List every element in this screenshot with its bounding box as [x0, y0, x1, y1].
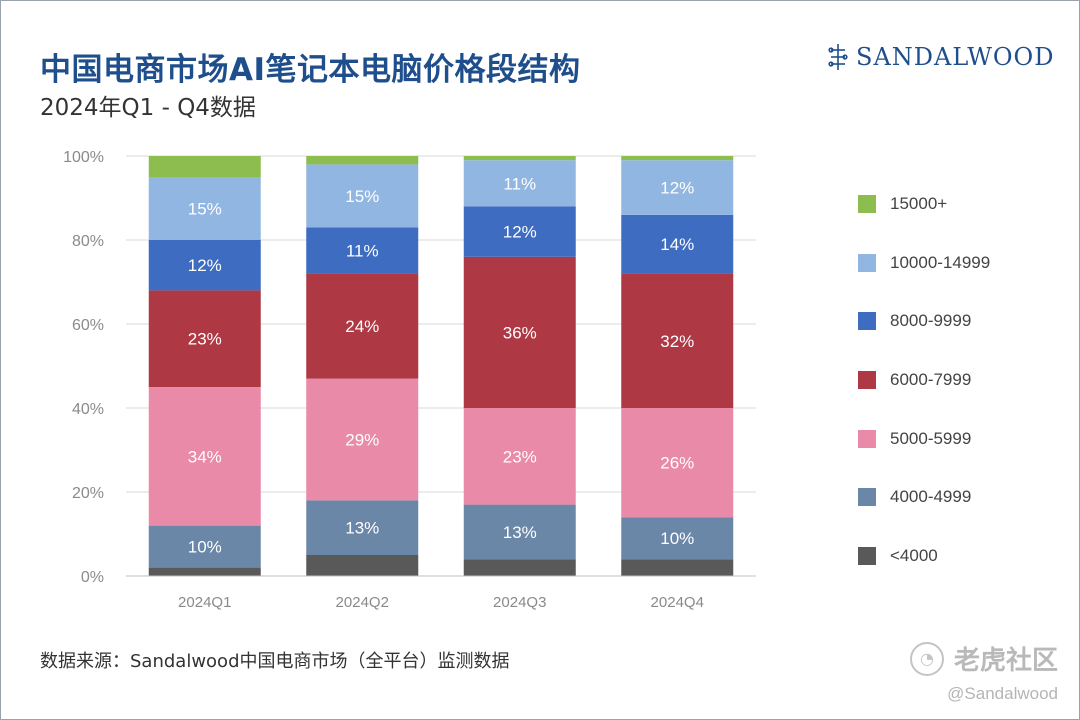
watermark: ◔ 老虎社区	[909, 640, 1058, 677]
data-label: 36%	[503, 323, 537, 342]
watermark-handle: @Sandalwood	[947, 684, 1058, 703]
bar-segment	[463, 256, 576, 408]
data-label: 12%	[503, 223, 537, 242]
bar-segment	[148, 156, 261, 177]
legend-label: 8000-9999	[890, 311, 972, 331]
data-label: 12%	[188, 256, 222, 275]
y-tick-label: 80%	[72, 233, 104, 250]
data-label: 24%	[345, 317, 379, 336]
bar-segment	[148, 387, 261, 526]
legend-item: 15000+	[858, 194, 990, 214]
legend-swatch	[858, 371, 876, 390]
bar-segment	[148, 290, 261, 387]
y-tick-label: 0%	[81, 569, 104, 586]
x-tick-label: 2024Q3	[493, 594, 546, 611]
legend-swatch	[858, 253, 876, 272]
legend-label: <4000	[890, 546, 938, 566]
bar-segment	[621, 156, 734, 161]
chart-legend: 15000+ 10000-14999 8000-9999 6000-7999 5000-…	[858, 194, 990, 605]
legend-swatch	[858, 547, 876, 566]
legend-item: 4000-4999	[858, 487, 990, 507]
legend-item: 6000-7999	[858, 370, 990, 390]
bar-segment	[621, 408, 734, 518]
data-label: 32%	[660, 332, 694, 351]
legend-swatch	[858, 195, 876, 213]
bar-segment	[306, 500, 419, 555]
legend-swatch	[858, 312, 876, 331]
bar-segment	[621, 517, 734, 560]
y-tick-label: 60%	[72, 317, 104, 334]
legend-item: 5000-5999	[858, 429, 990, 449]
sandalwood-logo-icon	[828, 44, 848, 70]
data-label: 34%	[188, 447, 222, 466]
bar-segment	[621, 214, 734, 274]
data-label: 11%	[346, 242, 379, 261]
legend-label: 10000-14999	[890, 252, 991, 272]
data-label: 13%	[345, 519, 379, 538]
data-label: 14%	[660, 235, 694, 254]
bar-segment	[463, 206, 576, 257]
data-label: 15%	[345, 187, 379, 206]
bar-segment	[463, 408, 576, 505]
bar-segment	[148, 240, 261, 291]
bar-segment	[621, 160, 734, 215]
bar-segment	[621, 559, 734, 576]
data-label: 26%	[660, 454, 694, 473]
bar-segment	[306, 156, 419, 165]
bar-segment	[306, 227, 419, 274]
x-tick-label: 2024Q2	[336, 594, 389, 611]
legend-swatch	[858, 429, 876, 448]
bar-segment	[306, 273, 419, 379]
legend-item: 10000-14999	[858, 253, 990, 273]
bar-segment	[148, 567, 261, 576]
legend-item: <4000	[858, 546, 990, 566]
y-tick-label: 20%	[72, 485, 104, 502]
data-label: 29%	[345, 431, 379, 450]
legend-label: 5000-5999	[890, 428, 972, 448]
data-label: 23%	[503, 447, 537, 466]
bar-segment	[463, 156, 576, 161]
legend-swatch	[858, 488, 876, 507]
bar-segment	[148, 525, 261, 568]
tiger-community-icon: ◔	[909, 641, 944, 676]
x-tick-label: 2024Q4	[651, 594, 704, 611]
data-label: 15%	[188, 200, 222, 219]
bar-segment	[306, 164, 419, 228]
data-label: 12%	[660, 179, 694, 198]
bar-segment	[306, 378, 419, 501]
watermark-text: 老虎社区	[953, 646, 1058, 676]
data-label: 10%	[660, 529, 694, 548]
y-tick-label: 100%	[63, 149, 104, 166]
legend-label: 4000-4999	[890, 487, 972, 507]
legend-label: 6000-7999	[890, 370, 972, 390]
legend-item: 8000-9999	[858, 311, 990, 331]
bar-segment	[463, 559, 576, 576]
bar-segment	[148, 177, 261, 240]
brand-logo: SANDALWOOD	[826, 42, 1054, 72]
bar-segment	[621, 273, 734, 408]
data-label: 23%	[188, 330, 222, 349]
bar-segment	[306, 555, 419, 576]
legend-label: 15000+	[890, 194, 948, 213]
data-label: 11%	[503, 174, 536, 193]
data-label: 13%	[503, 523, 537, 542]
brand-name: SANDALWOOD	[856, 43, 1055, 71]
y-tick-label: 40%	[72, 401, 104, 418]
x-tick-label: 2024Q1	[178, 594, 231, 611]
bar-segment	[463, 504, 576, 560]
chart-title: 中国电商市场AI笔记本电脑价格段结构	[40, 52, 581, 88]
chart-subtitle: 2024年Q1 - Q4数据	[40, 95, 256, 121]
data-source-note: 数据来源：Sandalwood中国电商市场（全平台）监测数据	[40, 651, 510, 672]
data-label: 10%	[188, 538, 222, 557]
bar-segment	[463, 160, 576, 207]
